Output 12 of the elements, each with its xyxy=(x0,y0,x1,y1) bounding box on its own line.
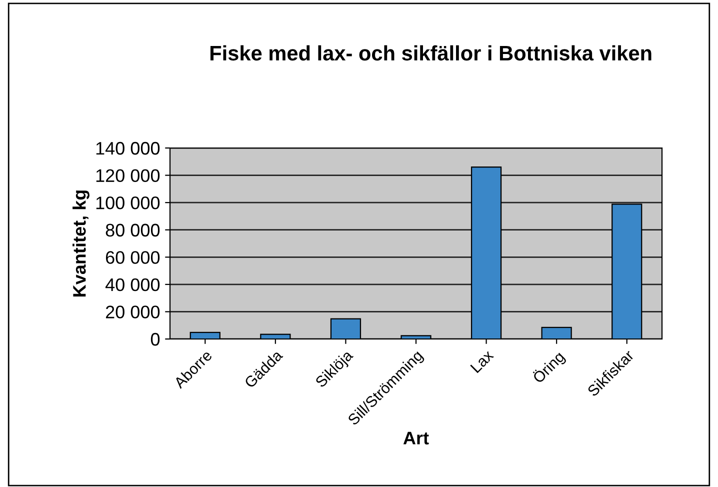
y-tick-label: 140 000 xyxy=(96,142,160,155)
y-tick-label: 120 000 xyxy=(96,169,160,182)
y-tick-label: 60 000 xyxy=(106,251,160,264)
y-tick-label: 0 xyxy=(150,332,160,346)
y-tick-label: 20 000 xyxy=(106,306,160,318)
y-axis-title: Kvantitet, kg xyxy=(72,190,90,296)
x-tick-label: Lax xyxy=(470,349,494,374)
x-axis-title: Art xyxy=(403,432,429,444)
y-tick-label: 100 000 xyxy=(96,196,160,210)
chart-title: Fiske med lax- och sikfällor i Bottniska viken xyxy=(210,45,652,61)
y-tick-label: 80 000 xyxy=(106,224,160,237)
y-tick-label: 40 000 xyxy=(105,278,160,292)
